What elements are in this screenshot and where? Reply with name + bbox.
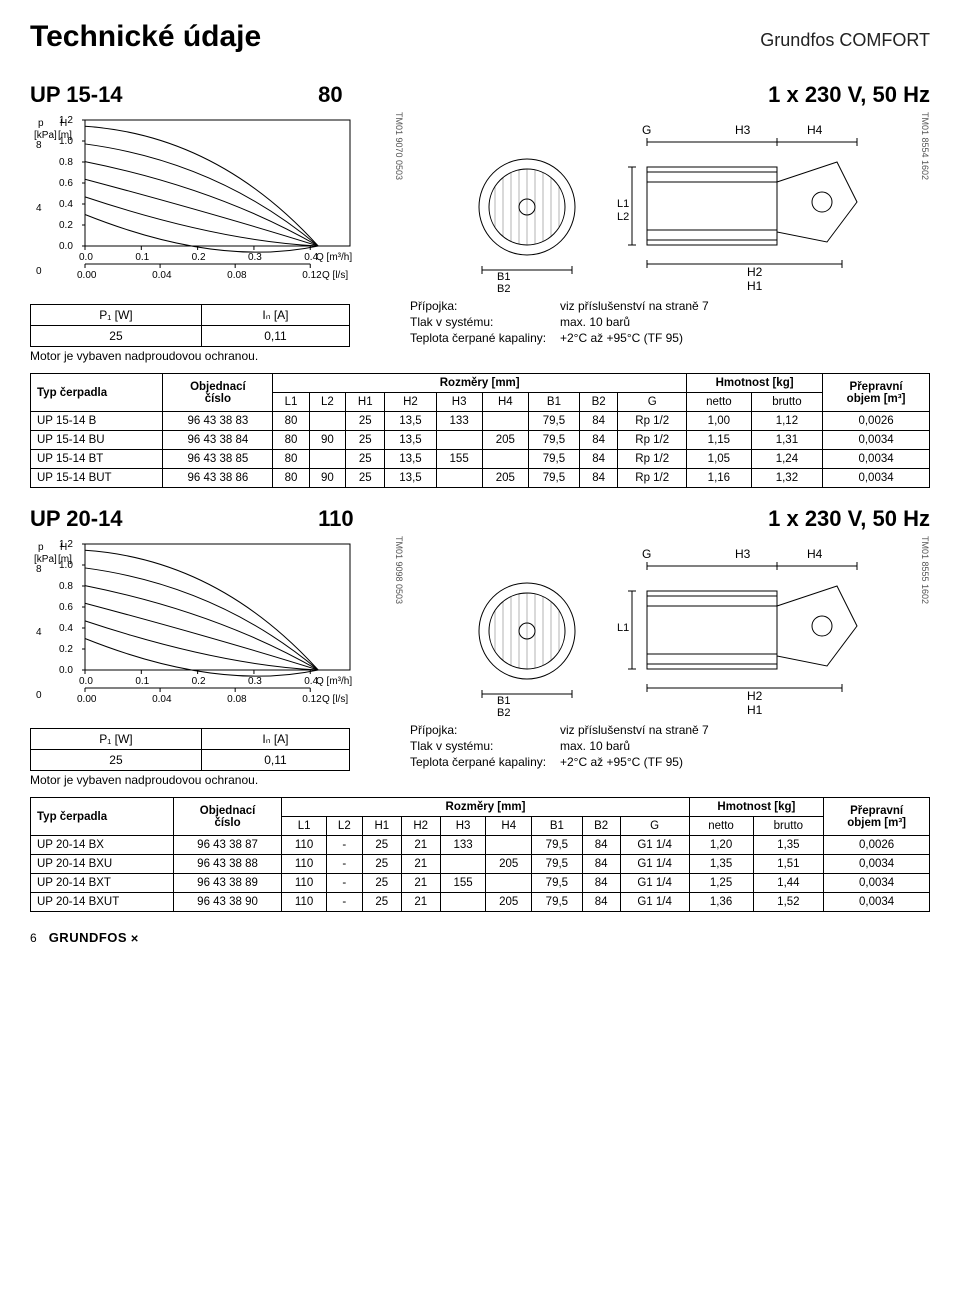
svg-text:L1: L1 (617, 198, 629, 210)
table-row: UP 15-14 BT96 43 38 85802513,515579,584R… (31, 450, 930, 469)
svg-text:0.00: 0.00 (77, 694, 97, 705)
svg-text:G: G (642, 547, 651, 561)
tech-drawing: B1B2 G H3 H4 L1 H2H1 (418, 536, 906, 716)
page-title: Technické údaje (30, 20, 261, 54)
svg-text:p: p (38, 542, 44, 553)
svg-text:H4: H4 (807, 547, 823, 561)
power-table: P₁ [W]Iₙ [A] 250,11 (30, 304, 350, 347)
svg-text:Q [m³/h]: Q [m³/h] (316, 676, 352, 687)
table-row: UP 15-14 BUT96 43 38 8680902513,520579,5… (31, 469, 930, 488)
table-row: UP 15-14 BU96 43 38 8480902513,520579,58… (31, 431, 930, 450)
drawing-ref: TM01 8555 1602 (920, 536, 930, 716)
svg-text:0: 0 (36, 266, 42, 277)
svg-text:L2: L2 (617, 211, 629, 223)
svg-text:0.1: 0.1 (135, 252, 149, 263)
svg-text:1.0: 1.0 (59, 136, 73, 147)
table-row: UP 20-14 BXU96 43 38 88110-252120579,584… (31, 855, 930, 874)
svg-text:L1: L1 (617, 622, 629, 634)
model-header: UP 20-14 110 1 x 230 V, 50 Hz (30, 506, 930, 532)
table-row: UP 20-14 BX96 43 38 87110-252113379,584G… (31, 836, 930, 855)
svg-text:4: 4 (36, 203, 42, 214)
svg-text:H4: H4 (807, 123, 823, 137)
svg-text:H2: H2 (747, 689, 763, 703)
table-row: UP 20-14 BXT96 43 38 89110-252115579,584… (31, 874, 930, 893)
svg-text:Q [l/s]: Q [l/s] (322, 694, 348, 705)
table-row: UP 20-14 BXUT96 43 38 90110-252120579,58… (31, 893, 930, 912)
svg-text:0.08: 0.08 (227, 270, 247, 281)
svg-text:0.4: 0.4 (59, 199, 73, 210)
page-number: 6 (30, 931, 37, 945)
svg-text:0.6: 0.6 (59, 602, 73, 613)
svg-text:Q [m³/h]: Q [m³/h] (316, 252, 352, 263)
svg-text:0.04: 0.04 (152, 270, 172, 281)
drawing-ref: TM01 8554 1602 (920, 112, 930, 292)
svg-text:B2: B2 (497, 283, 510, 292)
svg-text:0.08: 0.08 (227, 694, 247, 705)
power-table: P₁ [W]Iₙ [A] 250,11 (30, 728, 350, 771)
svg-text:0.2: 0.2 (192, 252, 206, 263)
svg-text:0.4: 0.4 (59, 623, 73, 634)
svg-text:H1: H1 (747, 279, 763, 292)
page-footer: 6 GRUNDFOS ✕ (30, 930, 930, 945)
svg-text:0.8: 0.8 (59, 581, 73, 592)
svg-text:0.8: 0.8 (59, 157, 73, 168)
performance-chart: p[kPa]H[m]8401.21.00.80.60.40.20.00.00.1… (30, 112, 380, 292)
dimensions-table: Typ čerpadlaObjednacíčísloRozměry [mm]Hm… (30, 797, 930, 912)
svg-text:0.2: 0.2 (192, 676, 206, 687)
svg-text:1.0: 1.0 (59, 560, 73, 571)
svg-text:0.04: 0.04 (152, 694, 172, 705)
svg-text:B2: B2 (497, 707, 510, 716)
svg-text:B1: B1 (497, 695, 510, 707)
svg-text:8: 8 (36, 564, 42, 575)
spec-block: Přípojka:viz příslušenství na straně 7 T… (410, 298, 709, 347)
svg-text:1.2: 1.2 (59, 115, 73, 126)
tech-drawing: B1B2 G H3 H4 L1L2 H2H1 (418, 112, 906, 292)
svg-text:0.00: 0.00 (77, 270, 97, 281)
motor-note: Motor je vybaven nadproudovou ochranou. (30, 349, 350, 363)
svg-text:0.0: 0.0 (79, 676, 93, 687)
svg-text:B1: B1 (497, 271, 510, 283)
svg-text:0.3: 0.3 (248, 252, 262, 263)
svg-text:0.2: 0.2 (59, 220, 73, 231)
dimensions-table: Typ čerpadlaObjednacíčísloRozměry [mm]Hm… (30, 373, 930, 488)
svg-text:0.0: 0.0 (79, 252, 93, 263)
svg-text:H2: H2 (747, 265, 763, 279)
svg-text:4: 4 (36, 627, 42, 638)
page-header: Technické údaje Grundfos COMFORT (30, 20, 930, 54)
svg-text:H3: H3 (735, 123, 751, 137)
svg-text:0.12: 0.12 (302, 270, 322, 281)
svg-text:H3: H3 (735, 547, 751, 561)
svg-text:G: G (642, 123, 651, 137)
spec-block: Přípojka:viz příslušenství na straně 7 T… (410, 722, 709, 771)
svg-text:0.0: 0.0 (59, 665, 73, 676)
svg-text:8: 8 (36, 140, 42, 151)
svg-text:0.12: 0.12 (302, 694, 322, 705)
svg-text:0.1: 0.1 (135, 676, 149, 687)
svg-text:0: 0 (36, 690, 42, 701)
brand-logo: GRUNDFOS ✕ (49, 930, 140, 945)
performance-chart: p[kPa]H[m]8401.21.00.80.60.40.20.00.00.1… (30, 536, 380, 716)
model-header: UP 15-14 80 1 x 230 V, 50 Hz (30, 82, 930, 108)
motor-note: Motor je vybaven nadproudovou ochranou. (30, 773, 350, 787)
svg-text:0.2: 0.2 (59, 644, 73, 655)
svg-text:H1: H1 (747, 703, 763, 716)
chart-ref: TM01 9098 0503 (394, 536, 404, 716)
svg-text:Q [l/s]: Q [l/s] (322, 270, 348, 281)
svg-text:0.6: 0.6 (59, 178, 73, 189)
page-subtitle: Grundfos COMFORT (760, 30, 930, 51)
svg-text:p: p (38, 118, 44, 129)
svg-text:1.2: 1.2 (59, 539, 73, 550)
svg-text:0.0: 0.0 (59, 241, 73, 252)
svg-text:0.3: 0.3 (248, 676, 262, 687)
chart-ref: TM01 9070 0503 (394, 112, 404, 292)
table-row: UP 15-14 B96 43 38 83802513,513379,584Rp… (31, 412, 930, 431)
